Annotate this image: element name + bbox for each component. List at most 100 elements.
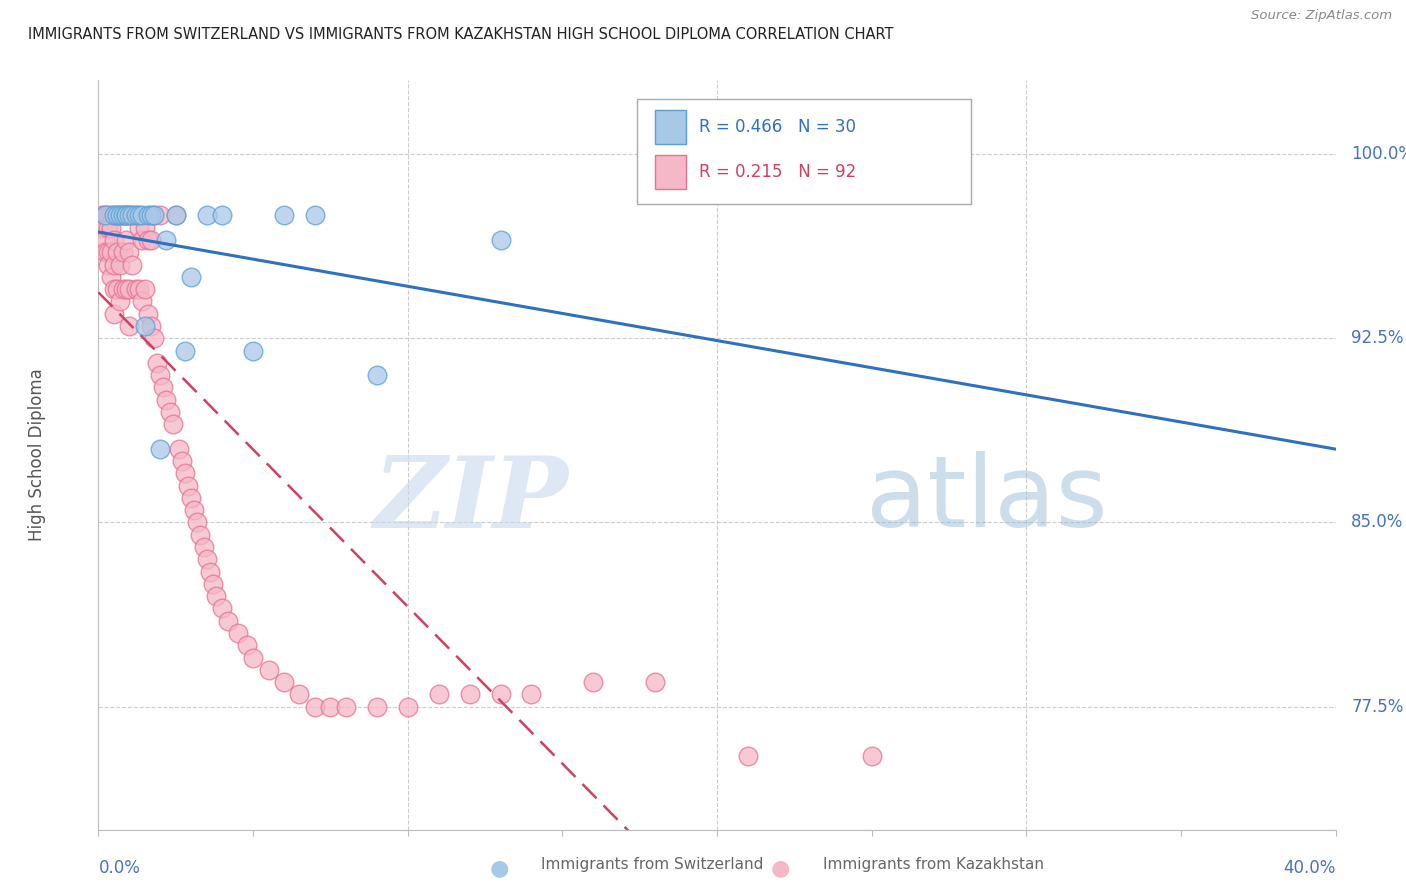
Point <box>118 208 141 222</box>
Point <box>242 650 264 665</box>
Point <box>97 220 120 235</box>
Point <box>112 208 135 222</box>
Point <box>93 208 115 222</box>
Text: ●: ● <box>770 858 790 878</box>
Point <box>273 208 295 222</box>
Point <box>108 258 131 272</box>
Point <box>146 356 169 370</box>
Point <box>190 528 212 542</box>
Text: atlas: atlas <box>866 451 1107 549</box>
Point <box>143 208 166 222</box>
Point <box>193 540 215 554</box>
Point <box>582 675 605 690</box>
Point <box>118 245 141 260</box>
Point <box>236 638 259 652</box>
Point <box>103 233 125 247</box>
Point <box>174 343 197 358</box>
Text: 0.0%: 0.0% <box>98 859 141 877</box>
Point <box>139 233 162 247</box>
Point <box>105 282 128 296</box>
Point <box>121 208 143 222</box>
Point <box>131 208 153 222</box>
Point <box>103 282 125 296</box>
Point <box>644 675 666 690</box>
Text: ZIP: ZIP <box>374 451 568 548</box>
Point <box>165 208 187 222</box>
Point <box>304 208 326 222</box>
Point <box>136 307 159 321</box>
Point <box>186 516 208 530</box>
Point <box>93 233 115 247</box>
Point <box>174 467 197 481</box>
Point <box>112 282 135 296</box>
Point <box>195 552 218 566</box>
Point <box>155 392 177 407</box>
Point <box>201 577 224 591</box>
Point <box>108 208 131 222</box>
Point <box>257 663 280 677</box>
Point <box>520 688 543 702</box>
Point <box>128 282 150 296</box>
Point <box>217 614 239 628</box>
Text: Immigrants from Switzerland: Immigrants from Switzerland <box>541 857 763 872</box>
Text: High School Diploma: High School Diploma <box>28 368 45 541</box>
Point <box>304 699 326 714</box>
Point <box>121 258 143 272</box>
Point <box>97 245 120 260</box>
Point <box>93 245 115 260</box>
Point <box>143 208 166 222</box>
Point <box>112 245 135 260</box>
Point <box>159 405 181 419</box>
Point <box>118 208 141 222</box>
Point <box>118 318 141 333</box>
Point <box>335 699 357 714</box>
FancyBboxPatch shape <box>637 99 970 204</box>
Point <box>131 294 153 309</box>
Point <box>226 626 249 640</box>
Bar <box>655 111 686 144</box>
Text: 92.5%: 92.5% <box>1351 329 1403 347</box>
Text: R = 0.215   N = 92: R = 0.215 N = 92 <box>699 162 856 181</box>
Text: ●: ● <box>489 858 509 878</box>
Point <box>105 208 128 222</box>
Text: 40.0%: 40.0% <box>1284 859 1336 877</box>
Point <box>860 748 883 763</box>
Point <box>103 208 125 222</box>
Point <box>100 245 122 260</box>
Point <box>167 442 190 456</box>
Point <box>108 294 131 309</box>
Point <box>90 208 112 222</box>
Point <box>162 417 184 432</box>
Text: 77.5%: 77.5% <box>1351 698 1403 715</box>
Point <box>118 282 141 296</box>
Point <box>149 442 172 456</box>
Point <box>366 699 388 714</box>
Point <box>489 233 512 247</box>
Point <box>288 688 311 702</box>
Point <box>143 331 166 345</box>
Point <box>93 208 115 222</box>
Point <box>103 307 125 321</box>
Point <box>100 269 122 284</box>
Point <box>112 208 135 222</box>
Point <box>180 491 202 505</box>
Point <box>128 208 150 222</box>
Point <box>90 220 112 235</box>
Point <box>134 282 156 296</box>
Point <box>97 258 120 272</box>
Point <box>211 601 233 615</box>
Point <box>366 368 388 382</box>
Point <box>139 208 162 222</box>
Point <box>115 208 138 222</box>
Point <box>211 208 233 222</box>
Point <box>124 208 146 222</box>
Point <box>396 699 419 714</box>
Bar <box>655 155 686 189</box>
Text: 85.0%: 85.0% <box>1351 514 1403 532</box>
Point <box>128 220 150 235</box>
Point <box>124 208 146 222</box>
Point <box>103 258 125 272</box>
Point <box>103 208 125 222</box>
Point <box>149 368 172 382</box>
Text: 100.0%: 100.0% <box>1351 145 1406 163</box>
